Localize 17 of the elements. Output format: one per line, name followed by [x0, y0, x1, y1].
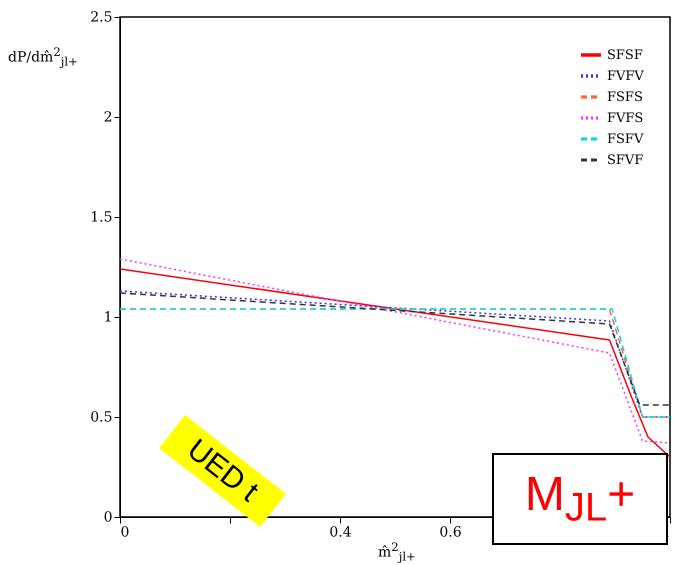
x-tick-label: 0.6: [439, 524, 462, 540]
y-tick-label: 1.5: [90, 210, 112, 226]
annotation: M$_{JL}$+: [524, 467, 636, 531]
y-tick-label: 2.5: [90, 10, 112, 26]
y-tick-label: 0: [104, 510, 112, 526]
legend-label: SFVF: [607, 153, 644, 168]
legend-label: FSFS: [607, 90, 643, 105]
annotation: UED t: [181, 432, 265, 508]
legend-label: SFSF: [607, 48, 643, 63]
y-tick-label: 1: [104, 310, 112, 326]
x-tick-label: 0.4: [329, 524, 352, 540]
legend-label: FSFV: [607, 132, 644, 147]
y-tick-label: 2: [104, 110, 112, 126]
x-tick-label: 0: [120, 524, 130, 540]
legend-label: FVFS: [607, 111, 644, 126]
y-tick-label: 0.5: [90, 410, 112, 426]
legend-label: FVFV: [607, 69, 644, 84]
